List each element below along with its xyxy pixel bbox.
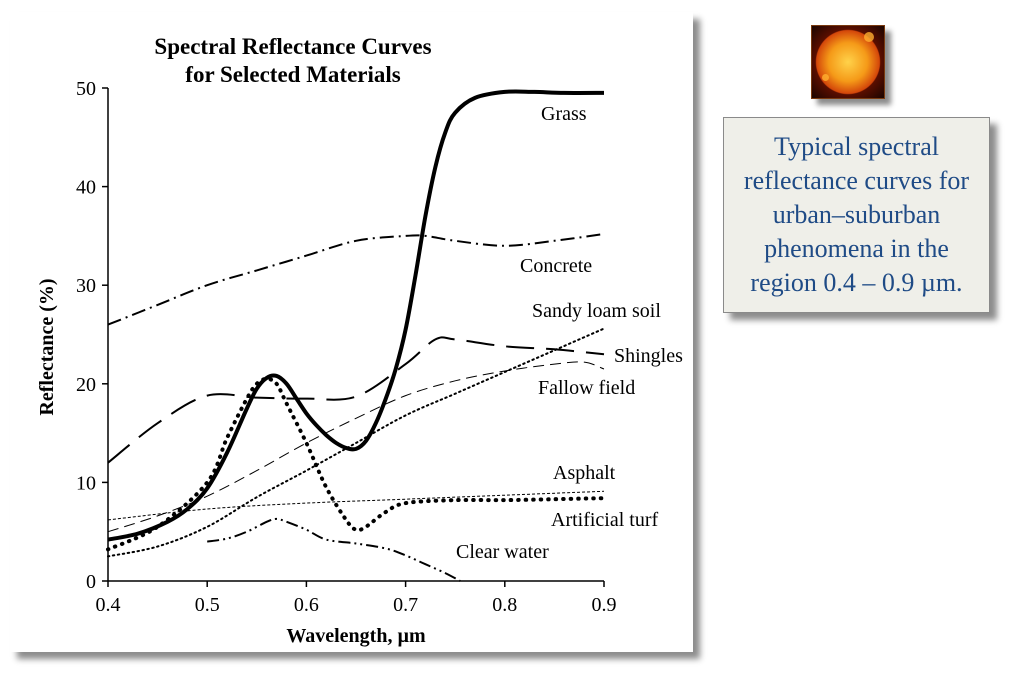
x-tick-label: 0.7: [393, 594, 418, 616]
series-label-sandy-loam-soil: Sandy loam soil: [532, 300, 661, 322]
x-axis-label: Wavelength, µm: [286, 625, 426, 647]
sun-image: [811, 25, 885, 99]
series-line-grass: [107, 89, 605, 542]
chart-title-line-1: Spectral Reflectance Curves: [154, 34, 431, 59]
chart-panel: Spectral Reflectance Curves for Selected…: [10, 12, 693, 652]
axis-ticks: 0.4 0.5 0.6 0.7 0.8 0.9 0 10 20 30 40 50: [76, 78, 617, 616]
caption-text: Typical spectral reflectance curves for …: [743, 132, 970, 297]
x-tick-label: 0.8: [492, 594, 517, 616]
series-labels: Grass Concrete Sandy loam soil Shingles Fall…: [456, 103, 683, 563]
series-label-asphalt: Asphalt: [553, 462, 616, 484]
series-label-shingles: Shingles: [614, 345, 683, 367]
x-tick-label: 0.6: [294, 594, 319, 616]
series-line-artificial-turf: [106, 376, 606, 552]
series-line-concrete: [107, 232, 605, 326]
series-label-fallow-field: Fallow field: [538, 377, 635, 399]
series-line-fallow-field: [107, 361, 605, 533]
caption-box: Typical spectral reflectance curves for …: [723, 117, 990, 313]
y-tick-label: 20: [76, 374, 96, 396]
y-tick-label: 10: [76, 472, 96, 494]
y-tick-label: 50: [76, 78, 96, 100]
series-line-shingles: [107, 336, 605, 464]
series-label-concrete: Concrete: [520, 255, 592, 277]
y-tick-label: 40: [76, 177, 96, 199]
series-line-asphalt: [107, 490, 605, 521]
y-tick-label: 30: [76, 275, 96, 297]
reflectance-chart: Spectral Reflectance Curves for Selected…: [36, 34, 683, 647]
series-label-grass: Grass: [541, 103, 587, 125]
y-axis-label: Reflectance (%): [36, 278, 58, 415]
series-label-artificial-turf: Artificial turf: [551, 509, 659, 531]
x-tick-label: 0.9: [592, 594, 617, 616]
series-line-clear-water: [207, 517, 461, 582]
plot-area: [106, 89, 606, 582]
chart-title-line-2: for Selected Materials: [185, 62, 400, 87]
series-line-sandy-loam-soil: [107, 327, 605, 558]
x-tick-label: 0.5: [195, 594, 220, 616]
y-tick-label: 0: [86, 571, 96, 593]
series-label-clear-water: Clear water: [456, 541, 549, 563]
x-tick-label: 0.4: [96, 594, 121, 616]
